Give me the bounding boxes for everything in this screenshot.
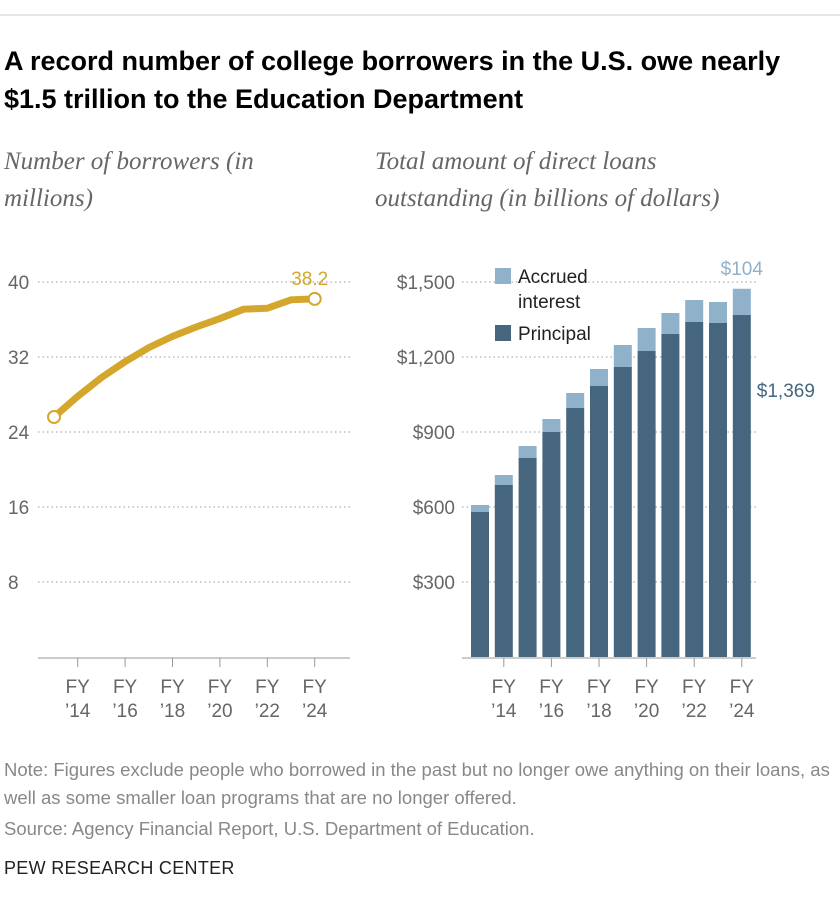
end-point [307, 291, 322, 306]
bar [685, 300, 704, 322]
bar [590, 369, 608, 386]
bar [471, 505, 489, 512]
legend-swatch [495, 325, 511, 341]
data-label: 38.2 [291, 269, 328, 290]
bar [566, 408, 585, 657]
bar [542, 419, 561, 432]
y-tick-label: $300 [413, 573, 455, 594]
x-tick-label: FY ’14 [65, 677, 91, 722]
bar [685, 322, 704, 657]
bar [494, 475, 513, 485]
x-tick-label: FY ’14 [491, 677, 517, 722]
bar [637, 328, 656, 351]
note: Note: Figures exclude people who borrowe… [4, 759, 830, 808]
credit: PEW RESEARCH CENTER [4, 858, 235, 878]
title: A record number of college borrowers in … [4, 46, 781, 114]
bar [518, 458, 537, 657]
bar [613, 345, 632, 367]
bar [709, 302, 727, 323]
y-tick-label: $1,200 [397, 348, 455, 369]
x-tick-label: FY ’18 [160, 677, 185, 722]
legend-label: Principal [518, 324, 591, 345]
x-tick-label: FY ’20 [207, 677, 232, 722]
bar [542, 432, 561, 657]
x-tick-label: FY ’22 [682, 677, 707, 722]
x-tick-label: FY ’18 [586, 677, 611, 722]
data-label: $104 [721, 259, 764, 280]
source: Source: Agency Financial Report, U.S. De… [4, 818, 535, 839]
x-tick-label: FY ’24 [302, 677, 328, 722]
bar [732, 288, 751, 315]
bar [709, 323, 727, 657]
bar [566, 393, 585, 408]
y-tick-label: 24 [8, 423, 30, 444]
bar [518, 446, 537, 458]
y-tick-label: $900 [413, 423, 455, 444]
data-label: $1,369 [757, 381, 815, 402]
bar [471, 512, 489, 657]
y-tick-label: 40 [8, 273, 29, 294]
bar [732, 314, 751, 657]
legend-swatch [495, 268, 511, 284]
subtitle: Total amount of direct loans outstanding… [375, 148, 720, 212]
bar [494, 485, 513, 657]
line [50, 295, 319, 421]
bar [637, 351, 656, 657]
y-tick-label: 16 [8, 498, 29, 519]
bar [661, 334, 680, 657]
end-point [47, 410, 61, 424]
bar [613, 367, 632, 657]
x-tick-label: FY ’24 [729, 677, 755, 722]
legend-label: Accrued interest [518, 267, 588, 313]
y-tick-label: 8 [8, 573, 19, 594]
x-tick-label: FY ’16 [539, 677, 564, 722]
x-tick-label: FY ’20 [634, 677, 659, 722]
y-tick-label: $1,500 [397, 273, 455, 294]
subtitle: Number of borrowers (in millions) [4, 148, 254, 212]
bar [590, 386, 608, 657]
y-tick-label: $600 [413, 498, 455, 519]
x-tick-label: FY ’22 [255, 677, 280, 722]
y-tick-label: 32 [8, 348, 29, 369]
bar [661, 313, 680, 334]
x-tick-label: FY ’16 [112, 677, 137, 722]
